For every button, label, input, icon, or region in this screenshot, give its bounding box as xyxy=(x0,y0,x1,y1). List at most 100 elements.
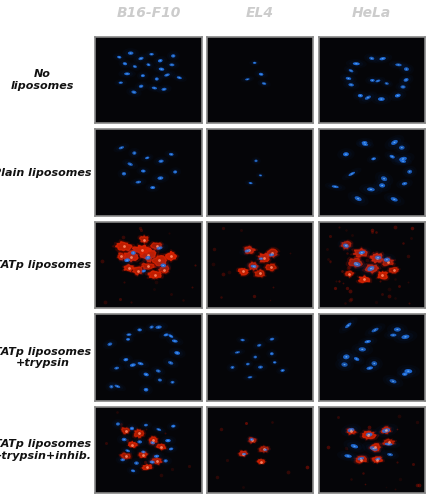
Ellipse shape xyxy=(242,453,246,455)
Ellipse shape xyxy=(161,332,171,338)
Point xyxy=(150,275,157,283)
Polygon shape xyxy=(349,247,369,259)
Ellipse shape xyxy=(145,389,146,390)
Ellipse shape xyxy=(129,468,137,473)
Ellipse shape xyxy=(390,326,403,334)
Ellipse shape xyxy=(156,78,157,80)
Ellipse shape xyxy=(148,440,157,446)
Ellipse shape xyxy=(135,327,144,333)
Polygon shape xyxy=(375,270,388,280)
Point xyxy=(139,451,146,459)
Point xyxy=(357,248,364,256)
Polygon shape xyxy=(379,438,396,446)
Ellipse shape xyxy=(169,338,180,344)
Point xyxy=(219,224,226,232)
Polygon shape xyxy=(137,451,149,458)
Ellipse shape xyxy=(176,352,178,354)
Ellipse shape xyxy=(345,77,350,80)
Ellipse shape xyxy=(156,370,160,372)
Ellipse shape xyxy=(359,95,360,96)
Ellipse shape xyxy=(401,86,403,88)
Ellipse shape xyxy=(399,371,409,378)
Polygon shape xyxy=(377,272,387,279)
Ellipse shape xyxy=(269,338,273,340)
Ellipse shape xyxy=(389,334,396,336)
Ellipse shape xyxy=(165,439,170,442)
Ellipse shape xyxy=(111,386,112,387)
Point xyxy=(267,418,274,426)
Ellipse shape xyxy=(270,338,272,340)
Text: TATp liposomes
+trypsin: TATp liposomes +trypsin xyxy=(0,346,91,368)
Ellipse shape xyxy=(155,58,165,64)
Ellipse shape xyxy=(393,142,395,143)
Ellipse shape xyxy=(344,170,357,178)
Ellipse shape xyxy=(261,82,266,85)
Ellipse shape xyxy=(400,66,411,73)
Polygon shape xyxy=(130,266,144,276)
Point xyxy=(129,440,135,448)
Ellipse shape xyxy=(342,152,348,156)
Ellipse shape xyxy=(116,422,120,426)
Ellipse shape xyxy=(255,364,265,370)
Ellipse shape xyxy=(143,270,144,272)
Ellipse shape xyxy=(247,264,259,269)
Ellipse shape xyxy=(383,258,389,262)
Polygon shape xyxy=(150,243,161,249)
Polygon shape xyxy=(120,453,130,460)
Ellipse shape xyxy=(269,352,273,355)
Point xyxy=(157,472,164,480)
Ellipse shape xyxy=(256,344,261,346)
Ellipse shape xyxy=(360,252,362,253)
Ellipse shape xyxy=(157,59,162,62)
Point xyxy=(347,428,353,436)
Ellipse shape xyxy=(398,146,404,150)
Ellipse shape xyxy=(403,369,411,374)
Point xyxy=(144,251,151,259)
Ellipse shape xyxy=(347,83,353,86)
Ellipse shape xyxy=(134,66,135,67)
Ellipse shape xyxy=(350,194,364,203)
Ellipse shape xyxy=(248,182,252,184)
Polygon shape xyxy=(381,427,390,434)
Ellipse shape xyxy=(157,378,162,382)
Ellipse shape xyxy=(374,256,381,260)
Point xyxy=(354,254,361,262)
Point xyxy=(140,257,147,265)
Point xyxy=(144,262,151,270)
Polygon shape xyxy=(238,268,248,275)
Ellipse shape xyxy=(116,80,125,85)
Ellipse shape xyxy=(403,336,405,338)
Ellipse shape xyxy=(354,345,369,354)
Polygon shape xyxy=(247,436,257,444)
Ellipse shape xyxy=(231,367,233,368)
Polygon shape xyxy=(369,444,380,452)
Point xyxy=(167,252,174,260)
Ellipse shape xyxy=(157,262,169,269)
Ellipse shape xyxy=(158,68,164,70)
Ellipse shape xyxy=(149,460,154,464)
Ellipse shape xyxy=(137,362,143,365)
Ellipse shape xyxy=(348,172,354,176)
Ellipse shape xyxy=(169,448,173,450)
Ellipse shape xyxy=(240,452,248,456)
Ellipse shape xyxy=(147,324,155,330)
Point xyxy=(408,460,415,468)
Ellipse shape xyxy=(132,252,134,254)
Point xyxy=(347,295,354,303)
Ellipse shape xyxy=(381,428,389,433)
Ellipse shape xyxy=(346,442,361,450)
Ellipse shape xyxy=(403,68,408,71)
Ellipse shape xyxy=(385,259,387,260)
Point xyxy=(391,484,398,492)
Ellipse shape xyxy=(393,328,400,332)
Point xyxy=(114,408,121,416)
Ellipse shape xyxy=(254,342,263,348)
Ellipse shape xyxy=(246,363,249,366)
Ellipse shape xyxy=(350,70,351,71)
Ellipse shape xyxy=(245,375,254,380)
Ellipse shape xyxy=(383,258,389,262)
Ellipse shape xyxy=(125,161,135,168)
Point xyxy=(119,233,126,241)
Ellipse shape xyxy=(252,62,256,64)
Ellipse shape xyxy=(280,369,284,372)
